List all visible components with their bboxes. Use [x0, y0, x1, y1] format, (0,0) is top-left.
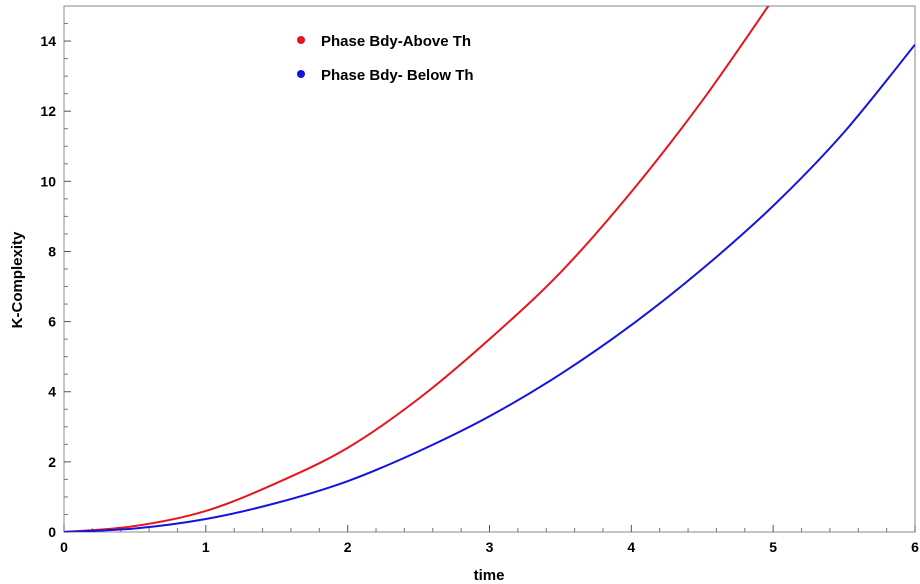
- y-tick-label: 6: [48, 314, 56, 330]
- y-tick-label: 8: [48, 243, 56, 259]
- plot-frame: [63, 5, 916, 533]
- plot-border: [63, 5, 916, 533]
- x-tick-label: 4: [627, 539, 635, 555]
- y-tick-label: 10: [40, 173, 56, 189]
- series-line-below-th: [64, 43, 915, 532]
- y-axis: 0 2 4 6 8 10 12 14: [40, 23, 71, 540]
- series-layer: [64, 6, 915, 532]
- x-tick-label: 3: [486, 539, 494, 555]
- series-line-above-th: [64, 6, 770, 532]
- x-tick-label: 6: [911, 539, 919, 555]
- legend-label: Phase Bdy- Below Th: [321, 67, 474, 84]
- x-axis-title: time: [474, 567, 505, 584]
- y-tick-label: 2: [48, 454, 56, 470]
- y-tick-label: 12: [40, 103, 56, 119]
- y-tick-label: 4: [48, 384, 56, 400]
- legend-marker: [297, 70, 305, 78]
- x-tick-label: 5: [769, 539, 777, 555]
- x-tick-label: 0: [60, 539, 68, 555]
- y-tick-label: 0: [48, 524, 56, 540]
- x-axis: 0 1 2 3 4 5 6: [60, 525, 919, 555]
- legend: Phase Bdy-Above Th Phase Bdy- Below Th: [297, 33, 474, 84]
- x-tick-label: 1: [202, 539, 210, 555]
- legend-marker: [297, 36, 305, 44]
- y-tick-label: 14: [40, 33, 56, 49]
- legend-label: Phase Bdy-Above Th: [321, 33, 471, 50]
- y-axis-title: K-Complexity: [9, 231, 26, 328]
- x-tick-label: 2: [344, 539, 352, 555]
